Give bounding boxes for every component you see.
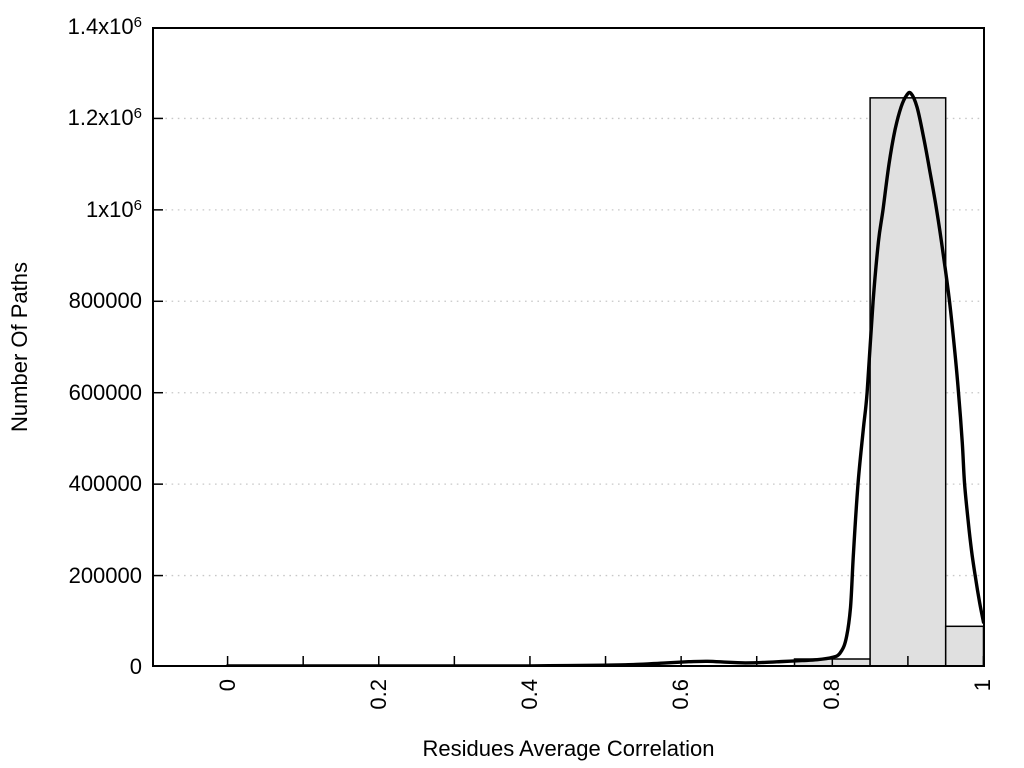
y-tick-label: 1x106 [85, 196, 142, 222]
histogram-bar [944, 625, 985, 667]
y-tick-label: 600000 [68, 379, 142, 405]
x-tick-label: 0.2 [365, 679, 391, 710]
x-tick-label: 0.4 [516, 679, 542, 710]
x-tick-label: 1 [970, 679, 996, 692]
y-tick-label: 1.4x106 [67, 14, 142, 39]
x-tick-label: 0 [214, 679, 240, 692]
y-tick-label: 1.2x106 [67, 105, 142, 131]
y-tick-label: 800000 [68, 288, 142, 314]
plot-border [152, 27, 985, 667]
y-tick-label: 400000 [68, 471, 142, 497]
x-tick-label: 0.8 [819, 679, 845, 710]
y-axis-title: Number Of Paths [7, 262, 32, 432]
y-tick-label: 200000 [68, 562, 142, 588]
x-axis-title: Residues Average Correlation [422, 736, 715, 761]
histogram-bar [869, 97, 947, 667]
x-tick-label: 0.6 [668, 679, 694, 710]
plot-area [152, 27, 985, 667]
y-tick-label: 0 [129, 654, 142, 679]
